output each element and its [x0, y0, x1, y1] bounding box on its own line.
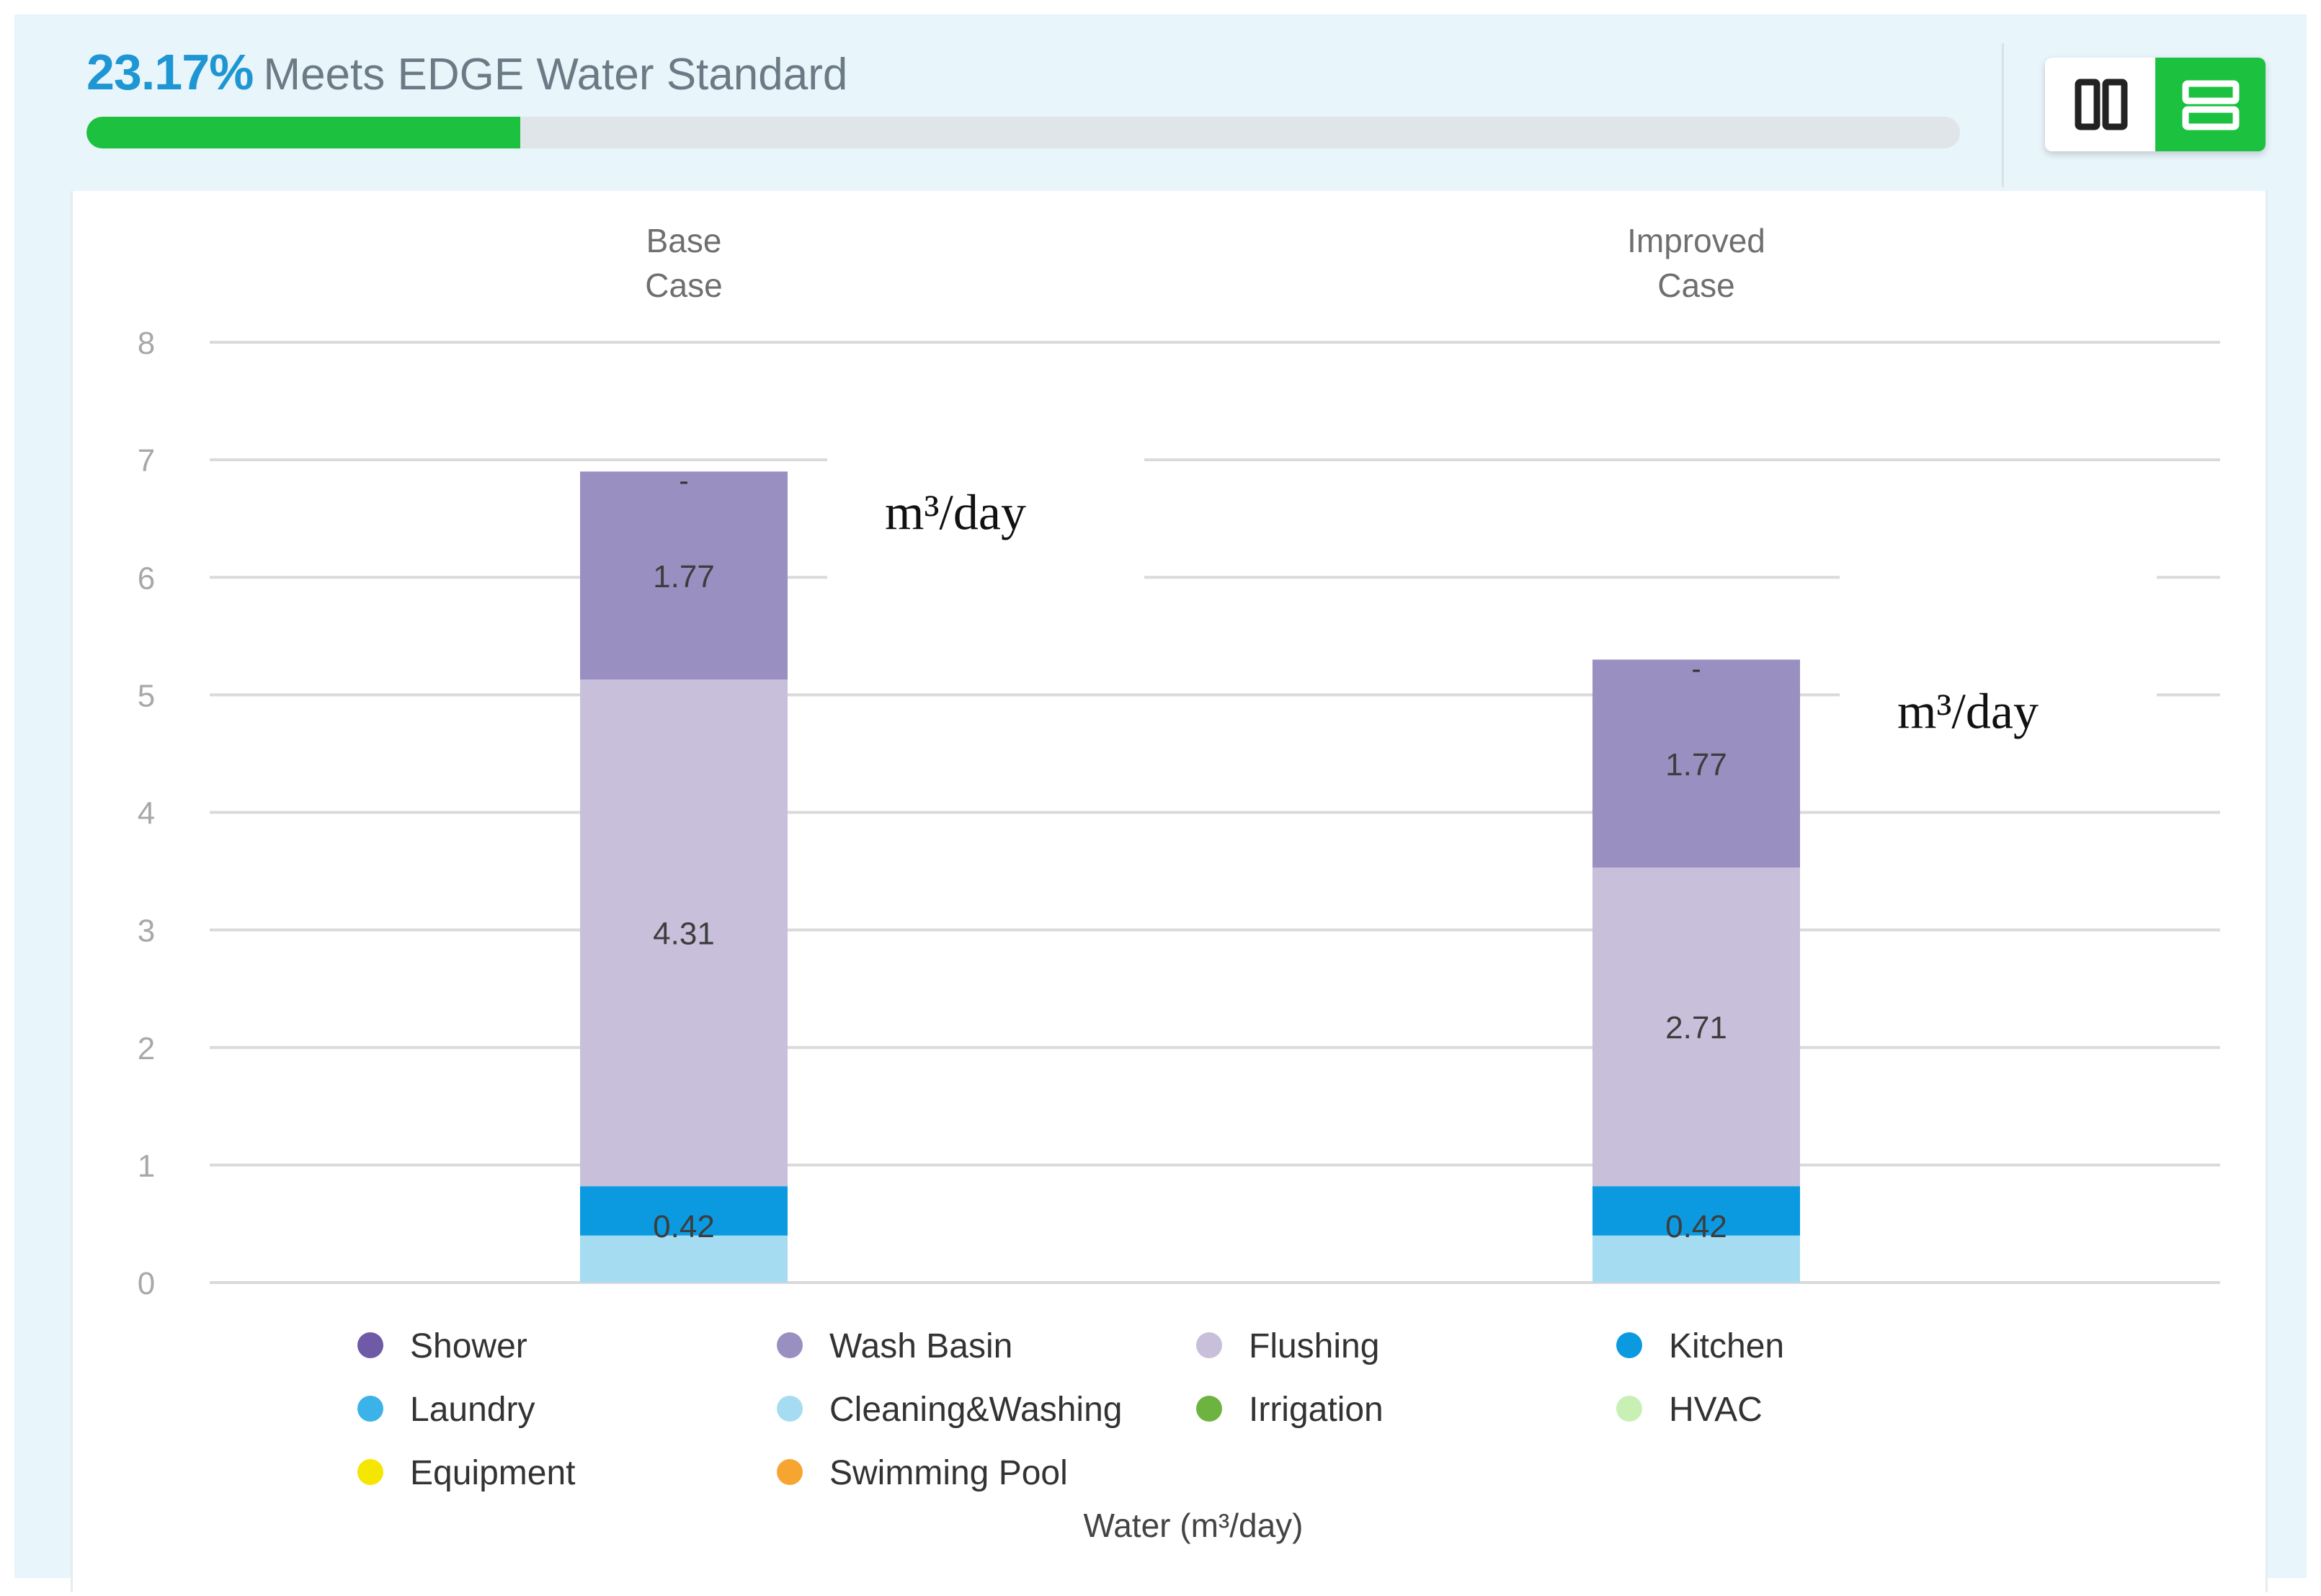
legend-swatch [777, 1332, 803, 1358]
y-tick-label: 4 [138, 796, 155, 832]
legend-swatch [357, 1459, 383, 1485]
rows-icon [2182, 80, 2240, 130]
legend-label: Irrigation [1249, 1391, 1384, 1429]
legend-label: Swimming Pool [829, 1454, 1068, 1492]
efficiency-progress-bar [86, 117, 1960, 148]
y-tick-label: 1 [138, 1149, 155, 1184]
category-label: Base Case [645, 222, 722, 304]
legend-swatch [357, 1332, 383, 1358]
data-label: 1.77 [1665, 747, 1727, 783]
x-axis-label: Water (m³/day) [1084, 1507, 1304, 1544]
water-use-chart: 0 1 2 3 4 5 6 7 8 Base Case Improved Case 0.42 4.31 1.7… [138, 222, 2220, 1544]
legend-swatch [1196, 1332, 1222, 1358]
bar-segment [1592, 659, 1800, 868]
legend-label: Laundry [410, 1391, 535, 1429]
legend-swatch [777, 1396, 803, 1422]
y-tick-label: 7 [138, 443, 155, 478]
header-divider [2002, 43, 2004, 187]
unit-annotation: m³/day [1897, 684, 2039, 739]
annotation-backdrop [1840, 562, 2157, 801]
data-label: 0.42 [653, 1209, 715, 1244]
legend-swatch [777, 1459, 803, 1485]
side-by-side-view-button[interactable] [2045, 58, 2155, 151]
legend-label: Kitchen [1669, 1327, 1784, 1365]
bar-segment [1592, 1186, 1800, 1236]
legend-label: Flushing [1249, 1327, 1379, 1365]
y-tick-label: 2 [138, 1031, 155, 1066]
data-label: 2.71 [1665, 1010, 1727, 1046]
efficiency-header: 23.17% Meets EDGE Water Standard [86, 36, 847, 108]
bar-segment [1592, 1235, 1800, 1283]
bar-top-marker: - [679, 465, 688, 496]
bar-segment [580, 471, 788, 680]
chart-panel: 0 1 2 3 4 5 6 7 8 Base Case Improved Case 0.42 4.31 1.7… [71, 191, 2268, 1592]
standard-label: Meets EDGE Water Standard [263, 50, 848, 99]
legend-label: Equipment [410, 1454, 575, 1492]
legend-swatch [1616, 1396, 1642, 1422]
bar-segment [1592, 868, 1800, 1187]
data-label: 0.42 [1665, 1209, 1727, 1244]
legend-label: HVAC [1669, 1391, 1763, 1429]
efficiency-percent: 23.17% [86, 44, 254, 100]
y-tick-label: 0 [138, 1266, 155, 1301]
y-tick-label: 3 [138, 914, 155, 949]
legend-label: Cleaning&Washing [829, 1391, 1122, 1429]
data-label: 4.31 [653, 917, 715, 952]
category-label: Improved Case [1627, 222, 1765, 304]
y-tick-label: 8 [138, 326, 155, 361]
water-performance-card: 23.17% Meets EDGE Water Standard 0 1 2 3 4 5 6 7… [14, 14, 2307, 1592]
progress-fill [86, 117, 521, 148]
data-label: 1.77 [653, 559, 715, 594]
legend-swatch [1616, 1332, 1642, 1358]
y-tick-label: 6 [138, 561, 155, 596]
bar-segment [580, 679, 788, 1187]
columns-icon [2075, 79, 2128, 130]
annotation-backdrop [827, 374, 1144, 612]
view-toggle [2045, 58, 2266, 151]
legend-swatch [1196, 1396, 1222, 1422]
legend-label: Shower [410, 1327, 527, 1365]
legend-label: Wash Basin [829, 1327, 1012, 1365]
legend-swatch [357, 1396, 383, 1422]
unit-annotation: m³/day [885, 485, 1026, 540]
y-tick-label: 5 [138, 678, 155, 713]
bar-top-marker: - [1691, 653, 1701, 685]
stacked-view-button[interactable] [2155, 58, 2266, 151]
bar-segment [580, 1235, 788, 1283]
bar-segment [580, 1186, 788, 1236]
